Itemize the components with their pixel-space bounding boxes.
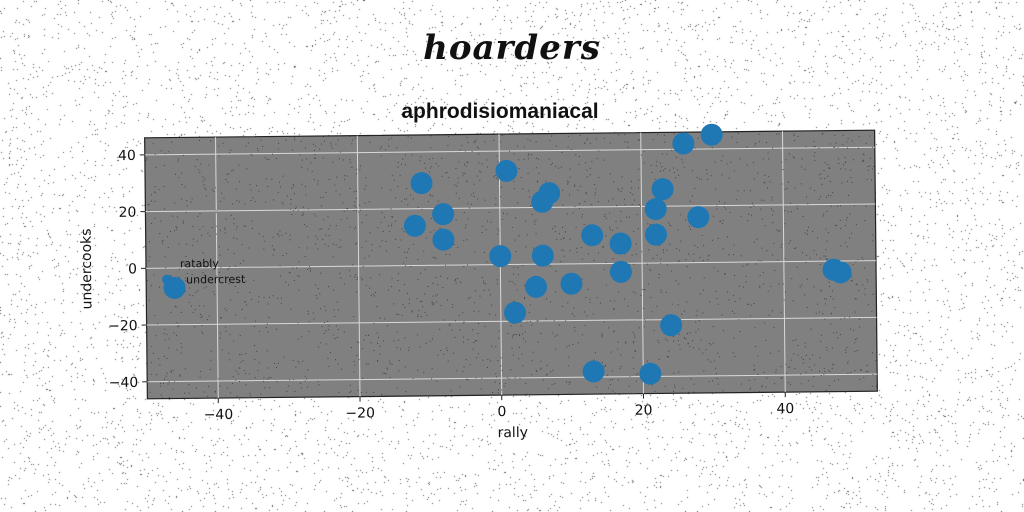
data-point [609,232,632,255]
data-point [651,178,674,201]
data-point [829,261,852,284]
data-point [525,275,548,298]
data-point [432,203,455,226]
data-point [672,132,695,155]
grid-line-y [147,373,878,383]
figure-suptitle: hoarders [423,28,601,68]
data-point [581,224,604,247]
data-point [531,190,554,213]
x-tick-label: −20 [345,405,375,421]
grid-line-y [145,203,876,213]
data-point [495,159,518,182]
x-tick-label: 20 [635,403,653,419]
legend-entry: undercrest [186,273,246,287]
data-point [660,314,683,337]
x-tick-label: 40 [776,401,794,417]
data-point [410,172,433,195]
data-point [560,272,583,295]
data-point [489,245,512,268]
legend-marker [162,274,173,285]
y-tick-label: 20 [119,205,137,221]
data-point [687,206,710,229]
data-point [582,360,605,383]
data-point [609,260,632,283]
data-point [432,228,455,251]
y-tick-label: −40 [109,375,139,391]
plot-area: −40 −20 0 20 40 −40 −20 0 20 40 rally undercooks rat… [79,123,878,441]
rotated-axes: −40 −20 0 20 40 −40 −20 0 20 40 rally undercooks rat… [79,123,878,441]
y-tick-label: 0 [128,261,137,277]
data-point [531,244,554,267]
y-tick-label: −20 [108,318,138,334]
y-tick-label: 40 [118,148,136,164]
x-tick-label: 0 [497,404,506,420]
y-axis-label: undercooks [79,228,96,309]
data-point [644,223,667,246]
data-point [403,214,426,237]
legend-title: ratably [180,257,219,270]
data-point [644,198,667,221]
data-point [639,362,662,385]
data-point [504,301,527,324]
grid-line-y [146,260,876,269]
data-point [700,123,723,146]
chart-title: aphrodisiomaniacal [401,100,598,123]
x-tick-label: −40 [204,407,234,423]
x-axis-label: rally [497,425,528,441]
